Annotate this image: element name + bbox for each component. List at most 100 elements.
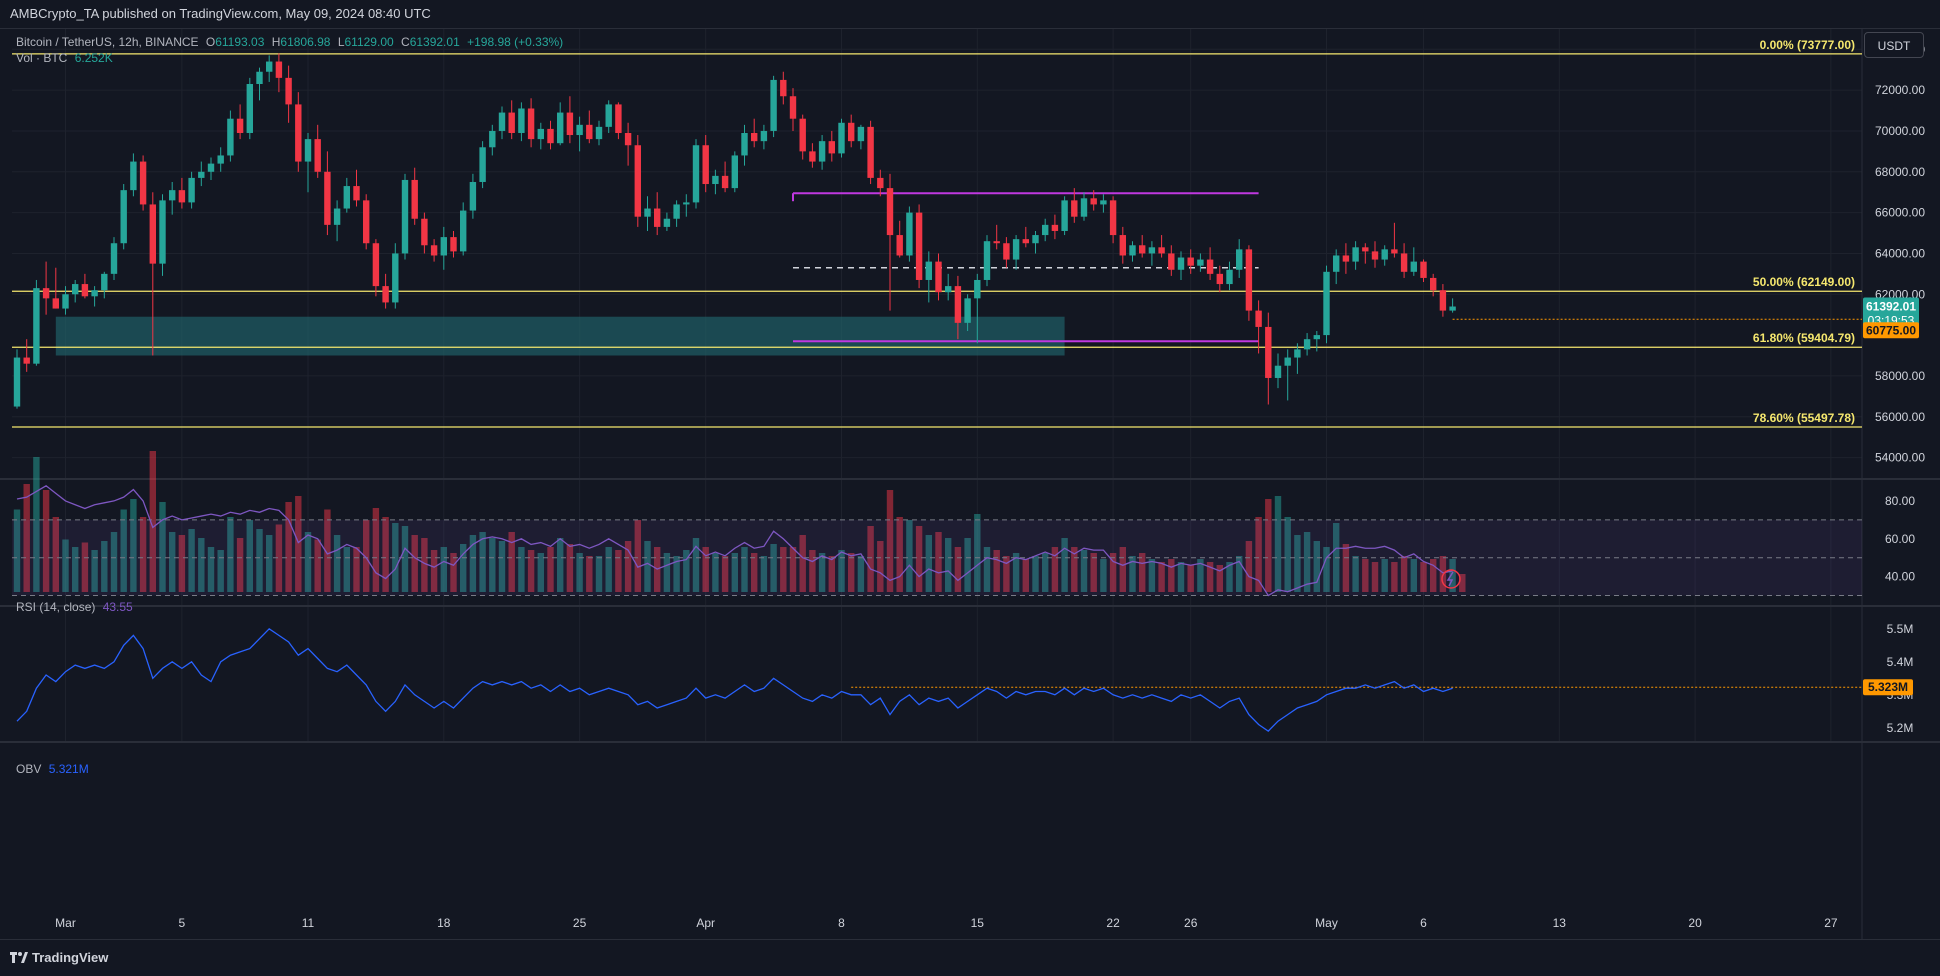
candle xyxy=(1313,331,1320,352)
volume-bar xyxy=(1197,559,1204,592)
volume-bar xyxy=(1313,541,1320,592)
volume-bar xyxy=(1245,541,1253,592)
candle-body xyxy=(236,118,244,133)
candle-body xyxy=(1323,271,1330,336)
volume-bar xyxy=(1187,565,1194,592)
volume-bar xyxy=(1080,550,1088,592)
candle xyxy=(178,177,186,209)
candle-body xyxy=(644,208,651,217)
pane-separators xyxy=(0,29,1940,941)
volume-bar xyxy=(314,539,321,592)
candle xyxy=(52,267,59,309)
candle-body xyxy=(731,155,738,189)
level-price-text: 60775.00 xyxy=(1866,323,1916,337)
volume-bar xyxy=(1323,547,1330,592)
volume-bar xyxy=(712,553,719,592)
candle-body xyxy=(1245,249,1253,311)
chart-canvas[interactable]: 0.00% (73777.00) 50.00% (62149.00) 61.80% … xyxy=(0,29,1940,941)
candle xyxy=(877,169,884,197)
volume-bar xyxy=(527,550,535,592)
candle xyxy=(867,120,874,185)
candle-body xyxy=(547,128,554,144)
volume-bar xyxy=(353,547,360,592)
candle-body xyxy=(915,212,923,280)
candle xyxy=(721,161,729,193)
candle-body xyxy=(1187,257,1194,266)
candle xyxy=(392,243,399,309)
tradingview-logo-icon[interactable] xyxy=(10,951,28,965)
footer-brand[interactable]: TradingView xyxy=(32,950,109,965)
rsi-value: 43.55 xyxy=(102,600,133,614)
volume-bar xyxy=(188,529,195,592)
time-tick-label: 22 xyxy=(1106,916,1120,930)
candle-body xyxy=(392,253,399,303)
currency-button[interactable]: USDT xyxy=(1864,32,1924,58)
candle-body xyxy=(1362,247,1369,252)
volume-bar xyxy=(547,547,554,592)
candle-body xyxy=(741,132,748,156)
volume-bar xyxy=(159,502,166,592)
candle-body xyxy=(479,147,486,182)
chart-frame[interactable]: 0.00% (73777.00) 50.00% (62149.00) 61.80% … xyxy=(0,28,1940,941)
candle xyxy=(207,157,215,180)
candle xyxy=(945,273,952,301)
candle xyxy=(906,206,913,262)
candle xyxy=(644,196,651,231)
volume-bar xyxy=(896,517,903,592)
volume-bar xyxy=(198,538,205,592)
candle-body xyxy=(518,108,525,133)
candle-body xyxy=(1148,247,1156,254)
candle-body xyxy=(1410,261,1417,272)
symbol-legend[interactable]: Bitcoin / TetherUS, 12h, BINANCE O61193.… xyxy=(16,35,567,49)
publisher-caption: AMBCrypto_TA published on TradingView.co… xyxy=(0,0,1940,28)
volume-bar xyxy=(673,556,680,592)
candle xyxy=(1012,235,1020,270)
candle-body xyxy=(1003,243,1010,260)
symbol-title[interactable]: Bitcoin / TetherUS, 12h, BINANCE xyxy=(16,35,199,49)
candle-body xyxy=(1071,200,1078,217)
candle-body xyxy=(751,132,758,142)
candle xyxy=(712,169,719,195)
high-value: 61806.98 xyxy=(280,35,331,49)
candle xyxy=(1158,235,1165,258)
candle xyxy=(227,110,234,162)
volume-bar xyxy=(363,520,370,592)
replay-icon[interactable] xyxy=(1441,569,1461,589)
candle-body xyxy=(1197,259,1204,266)
candle-body xyxy=(508,112,515,133)
price-tick-label: 54000.00 xyxy=(1875,451,1925,465)
candle xyxy=(818,135,826,170)
obv-legend[interactable]: OBV 5.321M xyxy=(16,762,93,776)
candle-body xyxy=(1090,198,1097,205)
candle xyxy=(848,114,855,148)
volume-bar xyxy=(1274,496,1282,592)
obv-line xyxy=(16,627,1453,732)
volume-legend[interactable]: Vol · BTC 6.252K xyxy=(16,51,117,65)
candle xyxy=(751,118,758,148)
candle-body xyxy=(363,200,370,244)
volume-bar xyxy=(324,509,331,592)
time-tick-label: 18 xyxy=(437,916,451,930)
candle xyxy=(615,102,622,140)
candle xyxy=(236,104,244,140)
candle-body xyxy=(1177,257,1185,270)
candle xyxy=(101,271,108,299)
rsi-band xyxy=(12,519,1862,596)
volume-bar xyxy=(877,541,884,592)
volume-bar xyxy=(42,490,50,592)
candle-body xyxy=(634,145,641,217)
rsi-legend[interactable]: RSI (14, close) 43.55 xyxy=(16,600,137,614)
fib-level-label: 78.60% (55497.78) xyxy=(1753,411,1855,425)
candle-body xyxy=(450,237,457,252)
candle xyxy=(62,286,69,315)
candle-body xyxy=(964,298,971,323)
volume-bar xyxy=(1410,559,1417,592)
candle-body xyxy=(13,357,21,407)
candle xyxy=(333,200,341,242)
candle-body xyxy=(440,237,447,256)
candle xyxy=(343,177,350,213)
candle xyxy=(983,235,991,287)
volume-bar xyxy=(227,517,234,592)
candle-body xyxy=(178,190,186,203)
